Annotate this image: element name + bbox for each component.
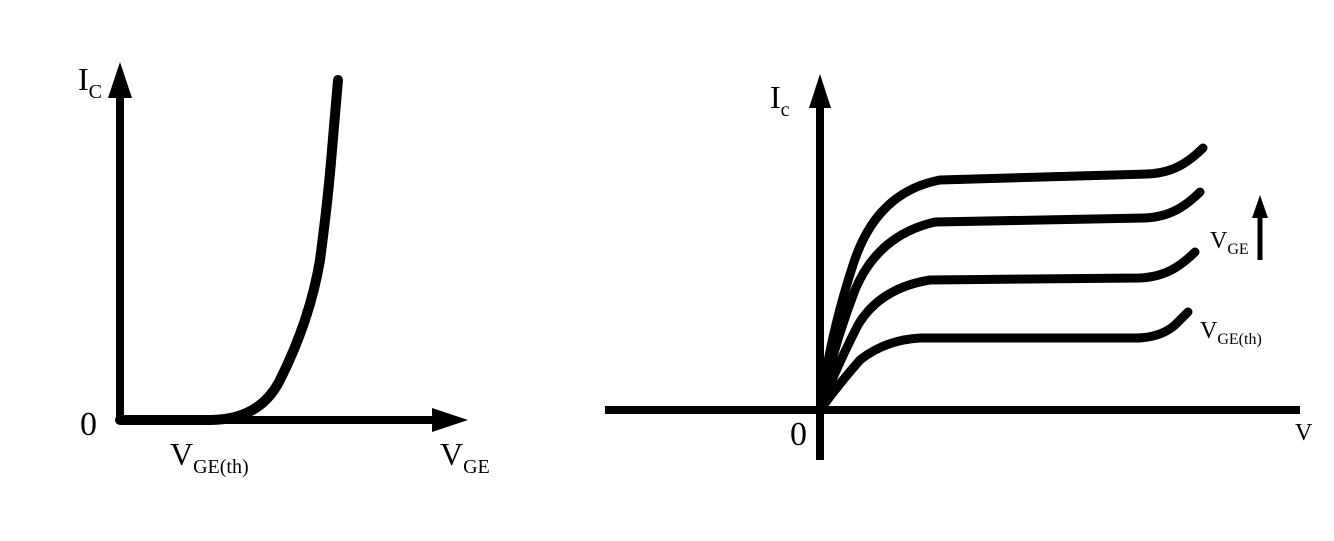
origin-label-left: 0	[80, 406, 97, 443]
y-axis-label-right: Ic	[770, 79, 790, 121]
output-chart-svg: Ic 0 VGE VGE(th) V	[600, 40, 1320, 500]
transfer-characteristic-chart: IC VGE VGE(th) 0	[60, 20, 510, 520]
transfer-curve	[120, 80, 338, 420]
output-curve-2	[820, 252, 1195, 410]
transfer-chart-svg: IC VGE VGE(th) 0	[60, 20, 510, 520]
output-curve-1	[820, 312, 1188, 410]
x-axis-label: VGE	[440, 436, 490, 478]
vge-arrow-head	[1252, 195, 1268, 218]
vge-th-label: VGE(th)	[1200, 318, 1262, 348]
x-axis-arrow	[432, 408, 468, 432]
threshold-label: VGE(th)	[170, 436, 249, 478]
y-axis-label: IC	[78, 61, 102, 103]
output-characteristics-chart: Ic 0 VGE VGE(th) V	[600, 40, 1320, 500]
y-axis-arrow-right	[809, 74, 831, 108]
x-axis-label-right: V	[1295, 420, 1313, 446]
y-axis-arrow	[108, 62, 132, 98]
origin-label-right: 0	[790, 416, 807, 453]
vge-label: VGE	[1210, 228, 1249, 258]
